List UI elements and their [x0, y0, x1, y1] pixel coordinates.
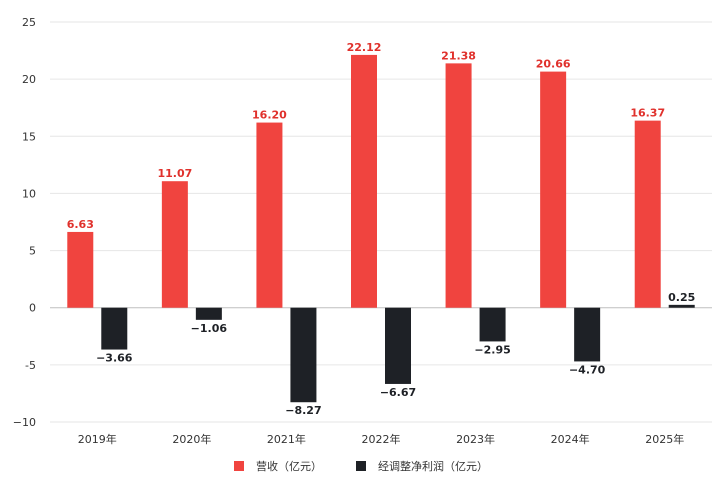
revenue-bar — [67, 231, 94, 308]
revenue-bar — [161, 181, 188, 308]
y-axis: −10 -5 0 5 10 15 20 25 — [13, 16, 36, 429]
revenue-bar — [634, 120, 661, 308]
revenue-bar — [256, 122, 283, 308]
bars — [67, 54, 695, 403]
data-label: −1.06 — [191, 322, 228, 335]
adjusted-net-profit-bar — [479, 307, 506, 342]
x-category-label: 2022年 — [362, 432, 401, 446]
legend-label-revenue: 营收（亿元） — [256, 459, 322, 473]
data-label: 21.38 — [441, 49, 476, 62]
y-tick-label: 0 — [29, 302, 36, 315]
data-label: 0.25 — [668, 291, 695, 304]
adjusted-net-profit-bar — [101, 307, 128, 350]
data-label: 16.20 — [252, 109, 287, 122]
data-labels: 6.63 −3.66 11.07 −1.06 16.20 −8.27 22.12 −6.67 2… — [67, 41, 696, 417]
x-category-label: 2023年 — [456, 432, 495, 446]
data-label: 6.63 — [67, 218, 94, 231]
data-label: 20.66 — [536, 58, 571, 71]
y-tick-label: 5 — [29, 245, 36, 258]
adjusted-net-profit-bar — [668, 304, 695, 308]
data-label: −3.66 — [96, 352, 133, 365]
data-label: 16.37 — [630, 107, 665, 120]
y-tick-label: 10 — [22, 187, 36, 200]
adjusted-net-profit-bar — [195, 307, 222, 320]
x-category-label: 2025年 — [645, 432, 684, 446]
x-category-label: 2024年 — [551, 432, 590, 446]
x-category-label: 2019年 — [78, 432, 117, 446]
x-axis: 2019年 2020年 2021年 2022年 2023年 2024年 2025年 — [78, 432, 684, 446]
legend-swatch-revenue — [234, 461, 244, 471]
revenue-bar — [445, 63, 472, 308]
adjusted-net-profit-bar — [385, 307, 411, 384]
gridlines — [50, 21, 712, 423]
data-label: −2.95 — [474, 343, 510, 356]
data-label: 22.12 — [347, 41, 382, 54]
revenue-bar — [540, 71, 567, 308]
revenue-bar — [351, 54, 377, 308]
legend: 营收（亿元） 经调整净利润（亿元） — [234, 459, 488, 473]
y-tick-label: 20 — [22, 73, 36, 86]
legend-label-profit: 经调整净利润（亿元） — [378, 459, 488, 473]
y-tick-label: 15 — [22, 130, 36, 143]
x-category-label: 2020年 — [172, 432, 211, 446]
data-label: −4.70 — [569, 363, 606, 376]
data-label: −6.67 — [380, 386, 416, 399]
y-tick-label: -5 — [25, 359, 36, 372]
y-tick-label: −10 — [13, 416, 36, 429]
adjusted-net-profit-bar — [290, 307, 317, 403]
legend-swatch-profit — [356, 461, 366, 471]
adjusted-net-profit-bar — [574, 307, 601, 362]
x-category-label: 2021年 — [267, 432, 306, 446]
data-label: 11.07 — [157, 167, 192, 180]
data-label: −8.27 — [285, 404, 321, 417]
y-tick-label: 25 — [22, 16, 36, 29]
